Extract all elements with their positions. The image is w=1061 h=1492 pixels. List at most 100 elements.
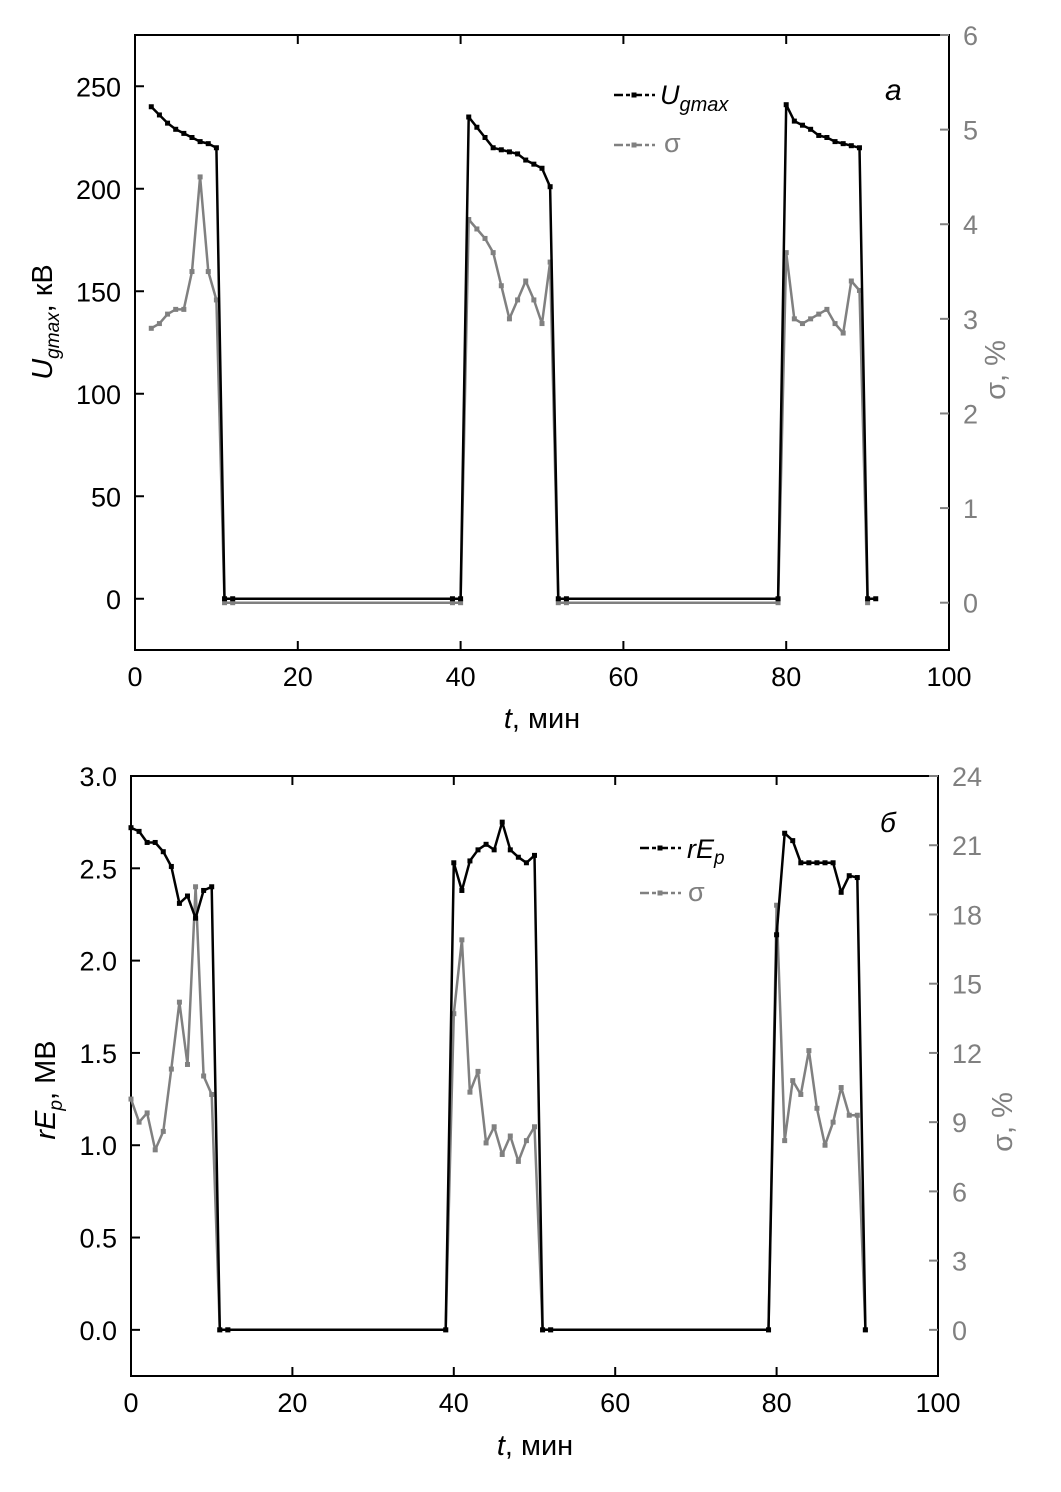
panel-label: a [885,74,902,107]
y-tick-label-left: 50 [91,482,121,512]
data-point [515,854,521,860]
data-point [213,145,219,151]
data-point [189,269,195,275]
y-axis-title-left-unit: , кВ [27,264,59,312]
data-point [491,1124,497,1130]
data-point [225,1327,231,1333]
data-point [201,887,207,893]
data-point [498,147,504,153]
data-point [148,325,154,331]
data-point [156,321,162,327]
data-point [197,139,203,145]
data-point [865,596,871,602]
data-point [531,297,537,303]
data-point [506,149,512,155]
data-point [799,321,805,327]
data-point [498,283,504,289]
data-point [547,184,553,190]
data-point [160,1128,166,1134]
data-point [165,120,171,126]
legend-label-sigma: σ [688,877,705,907]
data-point [176,999,182,1005]
data-point [539,165,545,171]
y-axis-title-left-main: U [27,358,59,380]
y-tick-label-right: 6 [963,21,978,51]
data-point [873,596,879,602]
data-point [515,1158,521,1164]
data-point [475,1068,481,1074]
y-axis-title-right: σ, % [980,340,1012,400]
data-point [483,841,489,847]
data-point [490,250,496,256]
y-tick-label-right: 0 [963,589,978,619]
y-axis-title-left-unit: , МВ [30,1040,62,1100]
data-point [824,135,830,140]
data-point [475,847,481,853]
data-point [499,819,505,825]
x-axis-title: t, мин [504,703,580,735]
data-point [563,596,569,602]
y-tick-label-right: 9 [952,1108,967,1138]
data-point [531,161,537,167]
x-tick-label: 80 [771,662,801,692]
x-tick-label: 100 [915,1388,960,1418]
data-point [449,600,455,606]
panel-label: б [880,807,897,838]
data-point [515,297,521,303]
data-point [128,1096,134,1102]
legend-label-primary-sub: gmax [680,94,730,116]
data-point [832,139,838,145]
data-point [539,321,545,327]
data-point [201,1073,207,1079]
data-point [458,600,464,606]
data-point [482,135,488,140]
data-point [783,250,789,256]
legend-entry-sigma: σ [640,877,705,907]
legend-label-sigma: σ [664,128,681,158]
data-point [156,112,162,118]
data-point [181,130,187,136]
data-point [213,297,219,303]
data-point [230,596,236,602]
data-point [222,600,228,606]
data-point [808,126,814,132]
data-point [184,893,190,899]
y-tick-label-right: 1 [963,494,978,524]
data-point [482,235,488,241]
data-point [555,600,561,606]
data-point [491,847,497,853]
x-tick-label: 100 [926,662,971,692]
data-point [466,114,472,120]
data-point [483,1140,489,1146]
y-tick-label-left: 0.0 [79,1316,117,1346]
legend-entry-primary: Ugmax [614,80,729,116]
y-axis-title-left-sub: p [46,1100,67,1112]
data-point [523,278,529,284]
x-tick-label: 60 [600,1388,630,1418]
data-point [152,1147,158,1153]
data-point [791,316,797,322]
data-point [474,226,480,232]
data-point [806,860,812,866]
data-point [816,132,822,138]
data-point [205,269,211,275]
data-point [862,1327,868,1333]
data-point [775,600,781,606]
data-point [774,902,780,908]
data-point [856,145,862,151]
data-point [856,287,862,293]
data-point [451,860,457,866]
x-tick-label: 20 [283,662,313,692]
x-axis-title-unit: , мин [505,1430,573,1462]
data-point [548,1327,554,1333]
data-point [846,1112,852,1118]
data-point [449,596,455,602]
x-axis-title-var: t [497,1430,507,1462]
data-point [173,126,179,132]
data-point [184,1061,190,1067]
y-tick-label-right: 5 [963,116,978,146]
axis-ticks: 0 20 40 60 80 100 0.0 0.5 1.0 1.5 2.0 2.5 3.0 0 3 6 9 12 1… [79,762,982,1418]
data-point [555,596,561,602]
x-tick-label: 0 [123,1388,138,1418]
series-primary [148,102,879,602]
